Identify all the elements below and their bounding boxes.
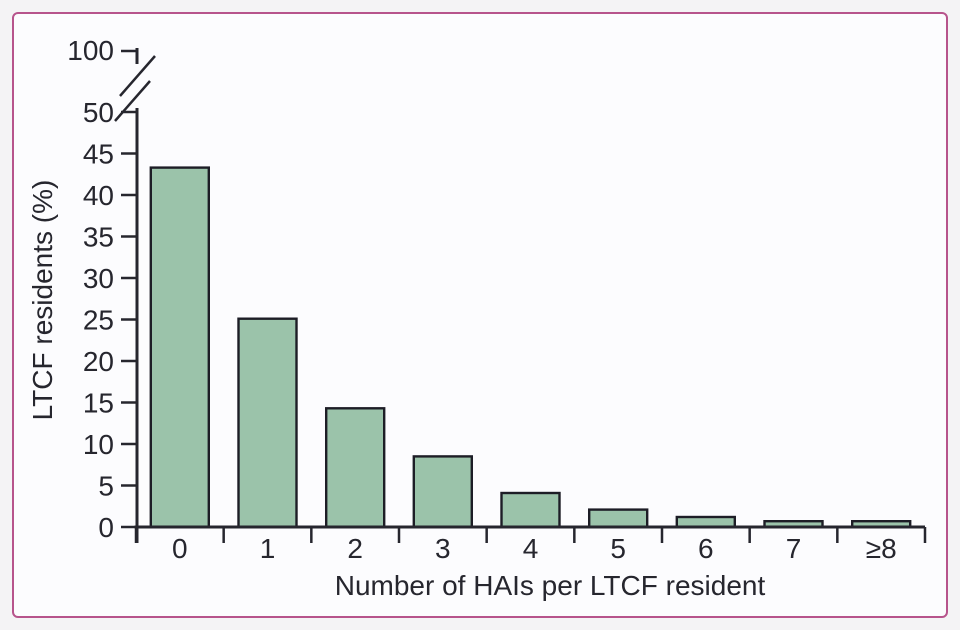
bar-0: [149, 166, 211, 529]
y-tick-label: 35: [83, 222, 114, 253]
bar-2: [325, 407, 386, 529]
x-tick-label: 2: [347, 533, 363, 564]
y-tick-label: 30: [83, 263, 114, 294]
bars-group: [149, 166, 912, 529]
x-axis-title: Number of HAIs per LTCF resident: [335, 570, 766, 601]
x-tick-label: 6: [698, 533, 714, 564]
y-tick-label: 0: [98, 512, 114, 543]
x-tick-label: 0: [172, 533, 188, 564]
bar-5: [588, 508, 649, 529]
bar-3: [412, 455, 473, 529]
y-tick-label: 45: [83, 139, 114, 170]
axis-break-slash-lower: [114, 80, 151, 122]
bar-1: [237, 317, 298, 529]
y-tick-label: 25: [83, 305, 114, 336]
y-tick-label: 40: [83, 180, 114, 211]
x-tick-label: 7: [786, 533, 802, 564]
x-tick-label: ≥8: [866, 533, 897, 564]
y-tick-label: 20: [83, 346, 114, 377]
x-tick-label: 5: [610, 533, 626, 564]
x-tick-label: 3: [435, 533, 451, 564]
y-axis-title: LTCF residents (%): [27, 180, 58, 421]
y-tick-label: 50: [83, 97, 114, 128]
y-tick-label: 10: [83, 429, 114, 460]
y-tick-label-100: 100: [67, 35, 114, 66]
y-tick-label: 15: [83, 388, 114, 419]
y-tick-label: 5: [98, 471, 114, 502]
x-tick-label: 1: [260, 533, 276, 564]
bar-4: [500, 491, 561, 529]
x-tick-label: 4: [523, 533, 539, 564]
axis-break-slash-upper: [119, 55, 156, 97]
